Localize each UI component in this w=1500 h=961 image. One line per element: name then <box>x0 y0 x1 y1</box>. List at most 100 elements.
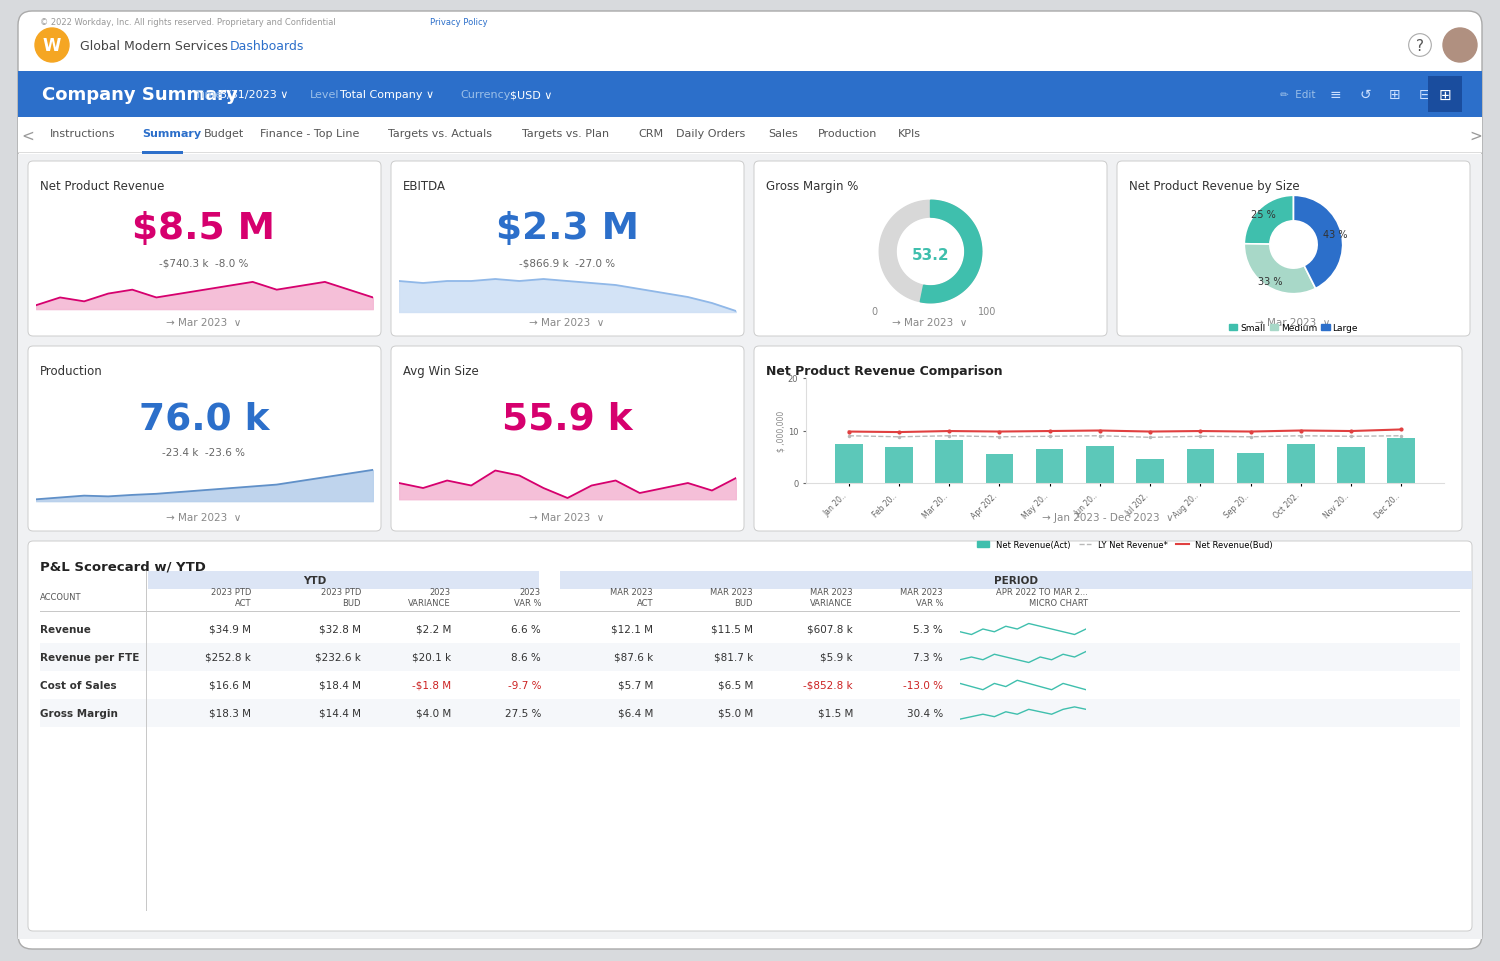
Text: $607.8 k: $607.8 k <box>807 625 853 634</box>
Text: 7.3 %: 7.3 % <box>914 653 944 662</box>
Bar <box>560 572 1472 589</box>
Text: 53.2: 53.2 <box>912 248 950 263</box>
Text: 8.6 %: 8.6 % <box>512 653 542 662</box>
Text: → Mar 2023  ∨: → Mar 2023 ∨ <box>166 512 242 523</box>
Text: Sales: Sales <box>768 129 798 138</box>
Text: 76.0 k: 76.0 k <box>138 401 270 436</box>
FancyBboxPatch shape <box>18 12 1482 949</box>
Text: MAR 2023
VAR %: MAR 2023 VAR % <box>900 587 944 607</box>
Text: $18.3 M: $18.3 M <box>209 708 251 718</box>
Bar <box>40 643 1460 672</box>
Text: 2023
VAR %: 2023 VAR % <box>513 587 542 607</box>
Text: -$1.8 M: -$1.8 M <box>413 680 452 690</box>
Text: ⊞: ⊞ <box>1438 87 1452 103</box>
Text: >: > <box>1470 129 1482 143</box>
Text: → Mar 2023  ∨: → Mar 2023 ∨ <box>530 512 605 523</box>
Text: $5.0 M: $5.0 M <box>717 708 753 718</box>
Legend: Small, Medium, Large: Small, Medium, Large <box>1226 320 1362 336</box>
Text: Targets vs. Plan: Targets vs. Plan <box>522 129 609 138</box>
Text: 25 %: 25 % <box>1251 209 1275 219</box>
Text: $5.9 k: $5.9 k <box>821 653 854 662</box>
Text: -$866.9 k  -27.0 %: -$866.9 k -27.0 % <box>519 258 615 268</box>
Text: $81.7 k: $81.7 k <box>714 653 753 662</box>
Text: ⊟: ⊟ <box>1419 87 1431 102</box>
Text: $34.9 M: $34.9 M <box>209 625 251 634</box>
Bar <box>1186 450 1214 483</box>
Bar <box>142 152 183 155</box>
Text: → Jan 2023 - Dec 2023  ∨: → Jan 2023 - Dec 2023 ∨ <box>1042 512 1174 523</box>
Text: $14.4 M: $14.4 M <box>320 708 362 718</box>
Text: MAR 2023
BUD: MAR 2023 BUD <box>711 587 753 607</box>
Text: Instructions: Instructions <box>50 129 116 138</box>
Text: © 2022 Workday, Inc. All rights reserved. Proprietary and Confidential: © 2022 Workday, Inc. All rights reserved… <box>40 17 336 27</box>
Text: $252.8 k: $252.8 k <box>206 653 251 662</box>
Text: Avg Win Size: Avg Win Size <box>404 364 478 378</box>
Bar <box>18 72 1482 118</box>
Bar <box>18 153 1482 154</box>
Text: -$852.8 k: -$852.8 k <box>804 680 853 690</box>
Text: Summary: Summary <box>142 129 201 138</box>
Text: Net Product Revenue Comparison: Net Product Revenue Comparison <box>766 364 1002 378</box>
Text: 100: 100 <box>978 307 996 316</box>
Bar <box>986 455 1014 483</box>
Bar <box>1236 453 1264 483</box>
Text: 3/31/2023 ∨: 3/31/2023 ∨ <box>220 90 288 100</box>
Text: Cost of Sales: Cost of Sales <box>40 680 117 690</box>
FancyBboxPatch shape <box>28 347 381 531</box>
Y-axis label: $ ,000,000: $ ,000,000 <box>776 410 784 452</box>
Text: Budget: Budget <box>204 129 245 138</box>
Circle shape <box>1443 29 1478 62</box>
Text: → Mar 2023  ∨: → Mar 2023 ∨ <box>530 318 605 328</box>
Bar <box>18 155 1482 939</box>
Text: Revenue: Revenue <box>40 625 92 634</box>
Text: $1.5 M: $1.5 M <box>818 708 854 718</box>
Text: Finance - Top Line: Finance - Top Line <box>260 129 360 138</box>
Text: EBITDA: EBITDA <box>404 180 445 193</box>
Bar <box>1137 460 1164 483</box>
Circle shape <box>34 29 69 62</box>
Bar <box>1036 450 1064 483</box>
FancyBboxPatch shape <box>392 161 744 336</box>
Text: $16.6 M: $16.6 M <box>209 680 251 690</box>
Text: ↺: ↺ <box>1359 87 1371 102</box>
Text: W: W <box>44 37 62 55</box>
Text: → Mar 2023  ∨: → Mar 2023 ∨ <box>892 318 968 328</box>
Text: Production: Production <box>40 364 102 378</box>
Text: 0: 0 <box>871 307 877 316</box>
Text: Net Product Revenue by Size: Net Product Revenue by Size <box>1130 180 1299 193</box>
Text: Dashboards: Dashboards <box>230 39 304 53</box>
Text: 27.5 %: 27.5 % <box>504 708 542 718</box>
Text: $87.6 k: $87.6 k <box>614 653 652 662</box>
Bar <box>1388 439 1414 483</box>
Text: $2.3 M: $2.3 M <box>495 210 639 247</box>
Text: $11.5 M: $11.5 M <box>711 625 753 634</box>
Text: $USD ∨: $USD ∨ <box>510 90 552 100</box>
Text: ⊞: ⊞ <box>1389 87 1401 102</box>
Wedge shape <box>1245 196 1293 245</box>
Bar <box>18 118 1482 154</box>
Text: 33 %: 33 % <box>1258 277 1282 287</box>
Bar <box>1336 448 1365 483</box>
Text: ACCOUNT: ACCOUNT <box>40 593 81 602</box>
Text: $4.0 M: $4.0 M <box>416 708 452 718</box>
Text: Production: Production <box>818 129 878 138</box>
Text: $12.1 M: $12.1 M <box>610 625 652 634</box>
Text: YTD: YTD <box>303 576 327 585</box>
Text: 2023 PTD
ACT: 2023 PTD ACT <box>210 587 251 607</box>
Legend: Net Revenue(Act), LY Net Revenue*, Net Revenue(Bud): Net Revenue(Act), LY Net Revenue*, Net R… <box>974 537 1276 553</box>
Text: P&L Scorecard w/ YTD: P&L Scorecard w/ YTD <box>40 559 206 573</box>
Wedge shape <box>1245 244 1316 294</box>
Text: 2023 PTD
BUD: 2023 PTD BUD <box>321 587 362 607</box>
Polygon shape <box>879 201 981 304</box>
Polygon shape <box>921 201 981 304</box>
Text: Global Modern Services: Global Modern Services <box>80 39 228 53</box>
Text: :: : <box>186 129 189 138</box>
Text: $2.2 M: $2.2 M <box>416 625 452 634</box>
Text: 5.3 %: 5.3 % <box>914 625 944 634</box>
Bar <box>1086 447 1113 483</box>
Text: $5.7 M: $5.7 M <box>618 680 652 690</box>
Text: 55.9 k: 55.9 k <box>501 401 633 436</box>
Text: Targets vs. Actuals: Targets vs. Actuals <box>388 129 492 138</box>
Text: Privacy Policy: Privacy Policy <box>430 17 488 27</box>
FancyBboxPatch shape <box>754 161 1107 336</box>
